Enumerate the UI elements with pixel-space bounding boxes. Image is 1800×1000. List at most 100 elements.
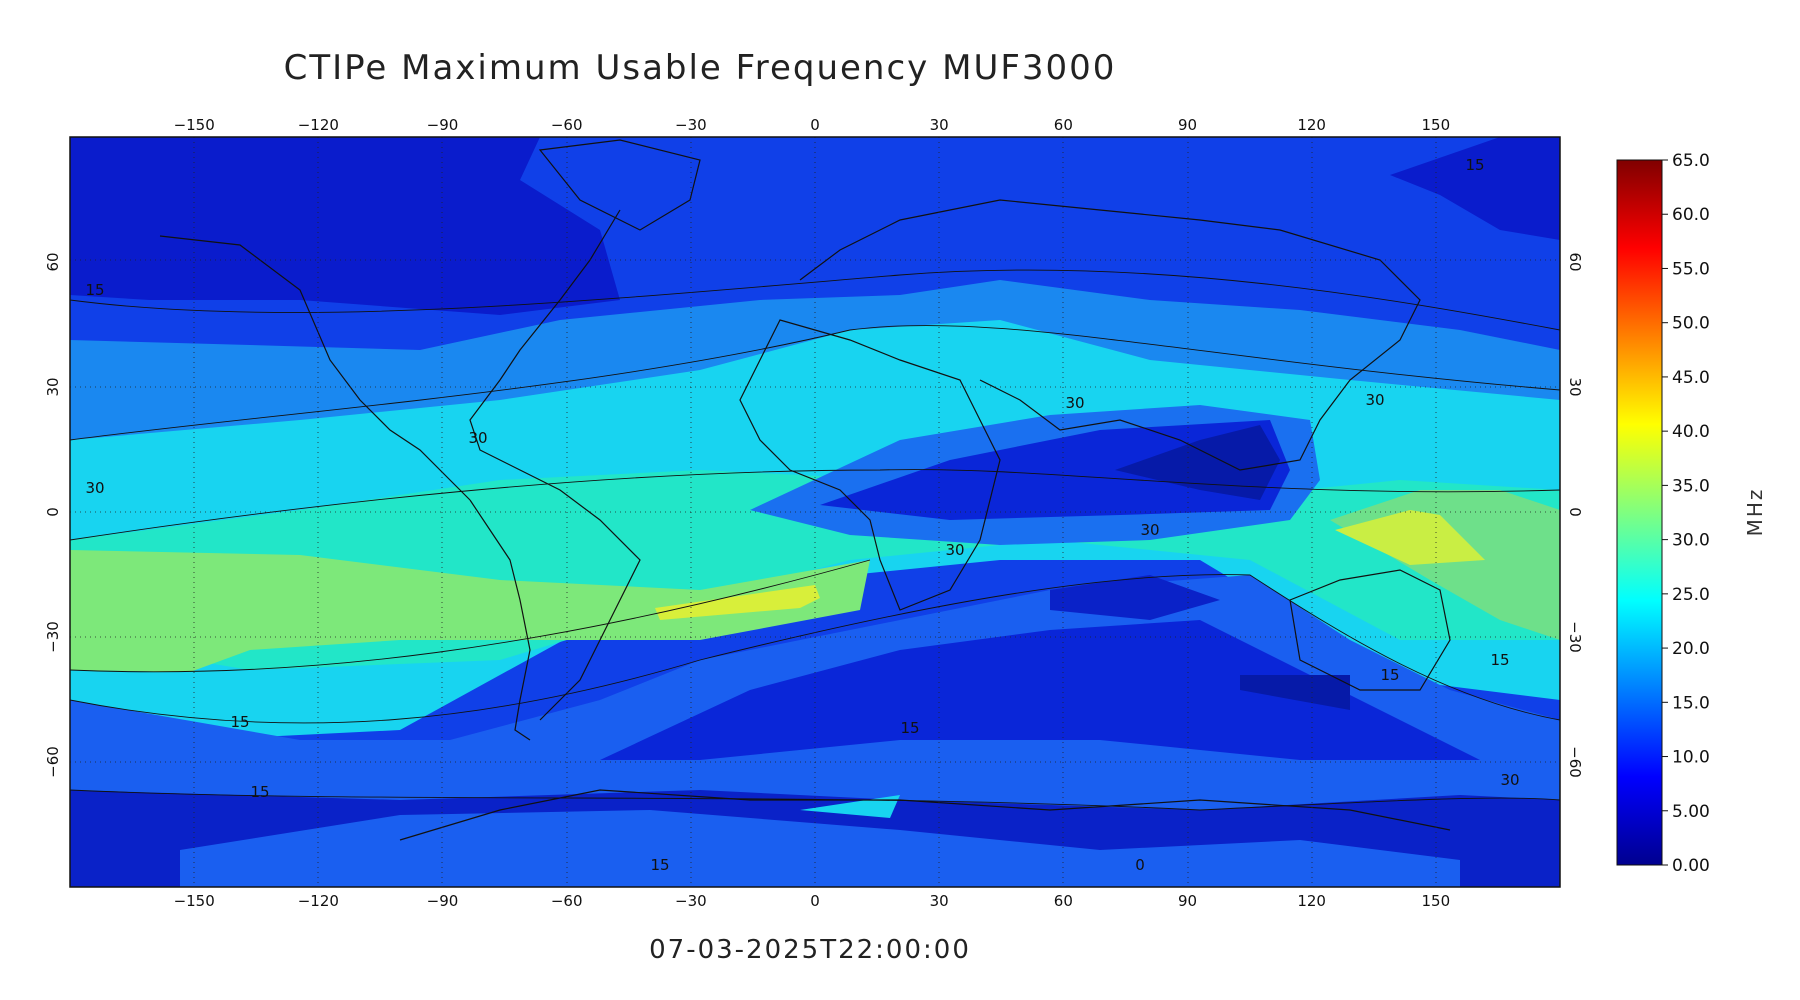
lon-tick-top-label: −150	[174, 116, 215, 134]
coast-africa	[739, 319, 1001, 611]
lon-ticks-top: −150 −120 −90 −60 −30 0 30 60 90 120 150	[174, 116, 1451, 134]
colorbar-tick-label: 40.0	[1672, 422, 1710, 442]
lon-tick-top-label: 90	[1178, 116, 1197, 134]
colorbar-tick-label: 45.0	[1672, 368, 1710, 388]
contour-label: 15	[250, 783, 269, 801]
contour-label: 30	[468, 429, 487, 447]
lon-tick-bottom-label: 60	[1054, 892, 1073, 910]
lat-tick-right-label: 30	[1566, 377, 1584, 396]
colorbar-tick-label: 20.0	[1672, 639, 1710, 659]
contour-label: 15	[1490, 651, 1509, 669]
contour-label: 15	[1465, 156, 1484, 174]
band-arctic-low	[70, 137, 620, 315]
lat-ticks-left: 60 30 0 −30 −60	[44, 252, 62, 777]
lon-tick-bottom-label: −90	[427, 892, 459, 910]
contour-label: 30	[85, 479, 104, 497]
band-south-min	[1240, 675, 1350, 710]
band-yellow	[655, 585, 820, 620]
lon-tick-top-label: 30	[930, 116, 949, 134]
colorbar-tick-label: 15.0	[1672, 693, 1710, 713]
colorbar-tick-label: 65.0	[1672, 151, 1710, 171]
lon-tick-bottom-label: 150	[1422, 892, 1451, 910]
colorbar-tick-label: 55.0	[1672, 259, 1710, 279]
contour-south-15	[70, 574, 1560, 724]
timestamp: 07-03-2025T22:00:00	[649, 935, 971, 965]
lat-tick-left-label: 60	[44, 252, 62, 271]
contour-label: 15	[900, 719, 919, 737]
lon-tick-top-label: −120	[298, 116, 339, 134]
graticule	[70, 137, 1560, 887]
contour-label: 15	[85, 281, 104, 299]
colorbar-tick-label: 35.0	[1672, 476, 1710, 496]
contour-north-15	[70, 269, 1560, 331]
lon-tick-bottom-label: 0	[810, 892, 820, 910]
lat-tick-right-label: 60	[1566, 252, 1584, 271]
colorbar-unit-label: MHz	[1743, 488, 1767, 537]
lon-tick-top-label: −60	[551, 116, 583, 134]
colorbar-ticks: 65.0 60.0 55.0 50.0 45.0 40.0 35.0 30.0 25.0 20.0…	[1662, 151, 1710, 876]
contour-labels: 15 15 30 30 30 30 30 30 15 15 15 15 15 15 0 30	[85, 156, 1519, 874]
colorbar-tick-label: 5.00	[1672, 802, 1710, 822]
colorbar-tick-label: 0.00	[1672, 856, 1710, 876]
coast-eurasia	[799, 199, 1421, 471]
contour-label: 30	[1065, 394, 1084, 412]
band-indian-min	[1115, 425, 1280, 500]
contour-label: 30	[1140, 521, 1159, 539]
lon-ticks-bottom: −150 −120 −90 −60 −30 0 30 60 90 120 150	[174, 892, 1451, 910]
colorbar-tick-label: 30.0	[1672, 531, 1710, 551]
lon-tick-top-label: −90	[427, 116, 459, 134]
band-antarctic-cyan	[800, 795, 900, 818]
coast-americas-east	[469, 209, 641, 721]
band-south-low-2	[1050, 575, 1220, 620]
lon-tick-top-label: 0	[810, 116, 820, 134]
lat-tick-right-label: −30	[1566, 621, 1584, 653]
contour-label: 0	[1135, 856, 1145, 874]
contour-label: 30	[1365, 391, 1384, 409]
contour-lines	[70, 269, 1560, 811]
band-arctic-east	[1390, 137, 1560, 240]
contour-label: 30	[1500, 771, 1519, 789]
lat-tick-left-label: 0	[44, 507, 62, 517]
contour-label: 15	[230, 713, 249, 731]
chart-title: CTIPe Maximum Usable Frequency MUF3000	[283, 48, 1117, 88]
lat-tick-left-label: 30	[44, 377, 62, 396]
lon-tick-bottom-label: −30	[675, 892, 707, 910]
contour-equator-30	[70, 469, 1560, 541]
colorbar-tick-label: 50.0	[1672, 314, 1710, 334]
lon-tick-bottom-label: −150	[174, 892, 215, 910]
coast-greenland	[538, 139, 701, 231]
contour-antarctic-15	[70, 789, 1560, 811]
lon-tick-bottom-label: 90	[1178, 892, 1197, 910]
contour-south-30	[70, 559, 871, 673]
band-indian-low	[820, 420, 1290, 520]
lon-tick-top-label: 120	[1297, 116, 1326, 134]
lon-tick-bottom-label: 120	[1297, 892, 1326, 910]
lon-tick-bottom-label: 30	[930, 892, 949, 910]
band-south-low	[600, 620, 1480, 760]
contour-label: 15	[650, 856, 669, 874]
coast-australia	[1289, 569, 1451, 691]
colorbar	[1616, 159, 1663, 866]
colorbar-tick-label: 60.0	[1672, 205, 1710, 225]
contour-label: 30	[945, 541, 964, 559]
lat-tick-left-label: −30	[44, 621, 62, 653]
lat-tick-left-label: −60	[44, 746, 62, 778]
contour-fill	[70, 137, 1560, 887]
band-antarctic-mid	[180, 810, 1460, 887]
colorbar-tick-label: 10.0	[1672, 748, 1710, 768]
lat-tick-right-label: 0	[1566, 507, 1584, 517]
coast-south-america-west	[469, 499, 531, 741]
lat-tick-right-label: −60	[1566, 746, 1584, 778]
contour-north-30	[70, 324, 1560, 441]
lon-tick-bottom-label: −60	[551, 892, 583, 910]
lat-ticks-right: 60 30 0 −30 −60	[1566, 252, 1584, 777]
colorbar-tick-label: 25.0	[1672, 585, 1710, 605]
map-frame	[69, 136, 1561, 888]
lon-tick-top-label: 150	[1422, 116, 1451, 134]
contour-label: 15	[1380, 666, 1399, 684]
lon-tick-top-label: −30	[675, 116, 707, 134]
lon-tick-top-label: 60	[1054, 116, 1073, 134]
lon-tick-bottom-label: −120	[298, 892, 339, 910]
band-australasia-yellow	[1335, 510, 1485, 565]
